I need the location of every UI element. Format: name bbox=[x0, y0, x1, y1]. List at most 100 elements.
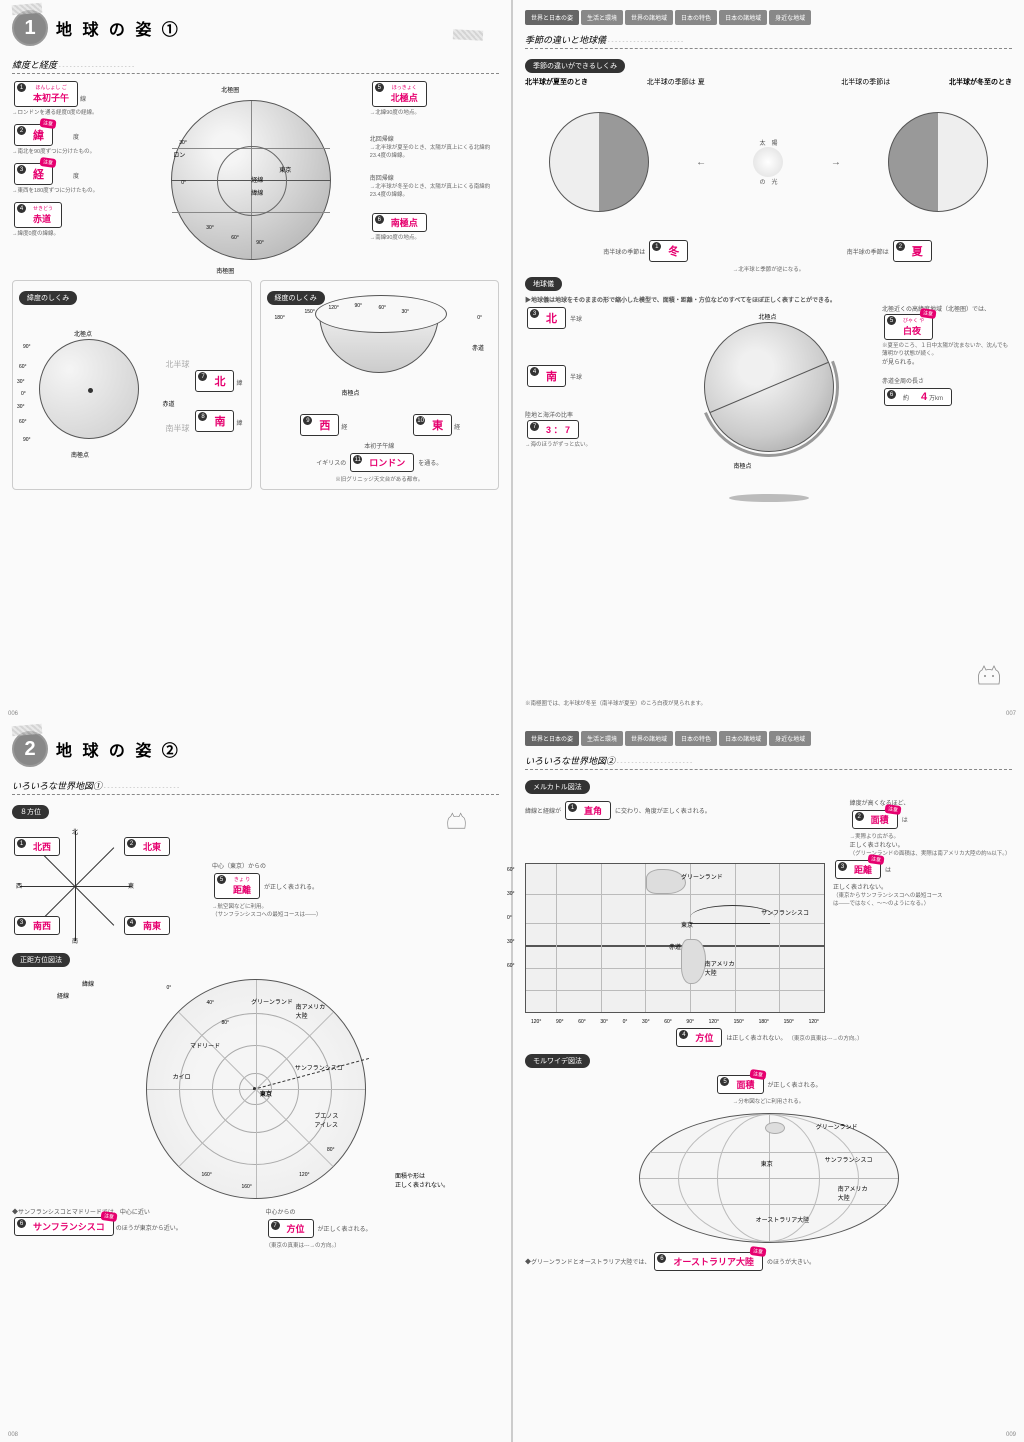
label-meridian: 経線 bbox=[251, 175, 263, 184]
page-number: 006 bbox=[8, 711, 18, 717]
note: →海のほうがずっと広い。 bbox=[525, 440, 655, 448]
label-sun: 太 陽 bbox=[753, 138, 783, 147]
attention-badge: 注意 bbox=[750, 1069, 767, 1080]
label-parallel: 緯線 bbox=[251, 188, 263, 197]
label: 陸地と海洋の比率 bbox=[525, 410, 655, 419]
attention-badge: 注意 bbox=[100, 1211, 117, 1222]
tab[interactable]: 身近な地域 bbox=[769, 731, 811, 746]
cat-icon bbox=[974, 664, 1004, 689]
answer-5: 5ほっきょく北極点 bbox=[372, 81, 427, 107]
label: 正しく表されない。 bbox=[850, 840, 1012, 849]
globe-base bbox=[729, 494, 809, 502]
label: 北半球が冬至のとき bbox=[890, 77, 1012, 87]
answer-3: 3距離注意 bbox=[835, 860, 881, 879]
tab[interactable]: 生活と環境 bbox=[581, 731, 623, 746]
greenland-shape bbox=[765, 1122, 785, 1134]
page-009: 世界と日本の姿 生活と環境 世界の諸地域 日本の特色 日本の諸地域 身近な地域 … bbox=[512, 721, 1024, 1442]
note: →緯度0度の緯線。 bbox=[12, 229, 131, 237]
globe-stand-diagram: 北極点 南極点 bbox=[679, 312, 859, 512]
season-diagram: ← 太 陽 の 光 → bbox=[525, 87, 1012, 237]
page-007: 世界と日本の姿 生活と環境 世界の諸地域 日本の特色 日本の諸地域 身近な地域 … bbox=[512, 0, 1024, 721]
subheading: いろいろな世界地図② bbox=[525, 754, 1012, 770]
tab[interactable]: 世界と日本の姿 bbox=[525, 10, 579, 25]
nav-tabs: 世界と日本の姿 生活と環境 世界の諸地域 日本の特色 日本の諸地域 身近な地域 bbox=[525, 731, 1012, 746]
answer-6: 6サンフランシスコ注意 bbox=[14, 1217, 114, 1236]
tab[interactable]: 世界と日本の姿 bbox=[525, 731, 579, 746]
intro-text: ▶地球儀は地球をそのままの形で縮小した模型で、面積・距離・方位などのすべてをほぼ… bbox=[525, 295, 1012, 304]
answer-6: 6約 4 万km bbox=[884, 388, 952, 406]
label-prime-meridian: 本初子午線 bbox=[267, 441, 493, 450]
answer-3: 3経注意 bbox=[14, 163, 53, 185]
label: が見られる。 bbox=[882, 357, 1012, 366]
arrow-icon: → bbox=[831, 157, 841, 168]
answer-1: 1冬 bbox=[649, 240, 688, 262]
attention-badge: 注意 bbox=[749, 1246, 766, 1257]
block-label: モルワイデ図法 bbox=[525, 1054, 590, 1068]
sub-diagrams: 緯度のしくみ 北極点 南極点 北半球 南半球 赤道 90° 60° 30° 0°… bbox=[12, 280, 499, 490]
cat-mascot bbox=[444, 811, 469, 835]
label-light: の 光 bbox=[753, 177, 783, 186]
note: →北半球が冬至のとき、太陽が真上にくる南緯約23.4度の緯線。 bbox=[370, 182, 499, 198]
block-label: 緯度のしくみ bbox=[19, 291, 77, 305]
hemisphere-diagram bbox=[319, 313, 439, 373]
note: →北半球と季節が逆になる。 bbox=[525, 265, 1012, 273]
label: 赤道全周の長さ bbox=[882, 376, 1012, 385]
label-np-circle: 北極圏 bbox=[221, 85, 239, 94]
page-number: 009 bbox=[1006, 1432, 1016, 1438]
answer-8: 8南 bbox=[195, 410, 234, 432]
note: →東西を180度ずつに分けたもの。 bbox=[12, 186, 131, 194]
tab[interactable]: 世界の諸地域 bbox=[625, 10, 673, 25]
answer-2: 2北東 bbox=[124, 837, 170, 856]
label: 北半球の季節は bbox=[769, 77, 891, 87]
azimuthal-map: 東京 グリーンランド 南アメリカ 大陸 マドリード カイロ サンフランシスコ ブ… bbox=[146, 979, 366, 1199]
tab[interactable]: 日本の諸地域 bbox=[719, 731, 767, 746]
south-america-shape bbox=[681, 939, 706, 984]
tab[interactable]: 生活と環境 bbox=[581, 10, 623, 25]
longitude-mechanism: 経度のしくみ 180° 150° 120° 90° 60° 30° 0° 南極点… bbox=[260, 280, 500, 490]
tab[interactable]: 身近な地域 bbox=[769, 10, 811, 25]
label-sp-circle: 南極圏 bbox=[216, 266, 234, 275]
subheading: いろいろな世界地図① bbox=[12, 779, 499, 795]
tab[interactable]: 日本の諸地域 bbox=[719, 10, 767, 25]
subheading: 季節の違いと地球儀 bbox=[525, 33, 1012, 49]
globe-winter bbox=[888, 112, 988, 212]
label: 緯度が高くなるほど、 bbox=[850, 798, 1012, 807]
page-number: 008 bbox=[8, 1432, 18, 1438]
cat-icon bbox=[444, 811, 469, 833]
answer-5: 5面積注意 bbox=[717, 1075, 763, 1094]
answer-6: 6オーストラリア大陸注意 bbox=[654, 1252, 763, 1271]
main-globe-diagram: 北極圏 経線 緯線 東京 ロン 南極圏 30° 0° 30° 60° 90° bbox=[131, 80, 370, 280]
label: 正しく表されない。 bbox=[833, 882, 945, 891]
globe-summer bbox=[549, 112, 649, 212]
tape-decoration bbox=[453, 29, 483, 41]
note: →南北を90度ずつに分けたもの。 bbox=[12, 147, 131, 155]
note: （サンフランシスコへの最短コースは――） bbox=[212, 910, 499, 918]
answer-4: 4南 bbox=[527, 365, 566, 387]
subheading: 緯度と経度 bbox=[12, 58, 499, 74]
page-number: 007 bbox=[1006, 711, 1016, 717]
label: 北半球が夏至のとき bbox=[525, 77, 647, 87]
mollweide-map: グリーンランド 東京 サンフランシスコ 南アメリカ 大陸 オーストラリア大陸 bbox=[639, 1113, 899, 1243]
answer-5: 5きょ り距離 bbox=[214, 873, 260, 899]
answer-6: 6南極点 bbox=[372, 213, 427, 232]
block-label: 経度のしくみ bbox=[267, 291, 325, 305]
tab[interactable]: 世界の諸地域 bbox=[625, 731, 673, 746]
note: →南緯90度の地点。 bbox=[370, 233, 499, 241]
section-header: 2 地 球 の 姿 ② bbox=[12, 731, 499, 767]
section-number: 1 bbox=[12, 10, 48, 46]
tab[interactable]: 日本の特色 bbox=[675, 10, 717, 25]
block-label: 正距方位図法 bbox=[12, 953, 70, 967]
tab[interactable]: 日本の特色 bbox=[675, 731, 717, 746]
answer-9: 9西 bbox=[300, 414, 339, 436]
answer-11: 11ロンドン bbox=[350, 453, 414, 472]
note: →分布図などに利用される。 bbox=[525, 1097, 1012, 1105]
answer-3: 3南西 bbox=[14, 916, 60, 935]
section-title: 地 球 の 姿 ② bbox=[56, 737, 181, 761]
attention-badge: 注意 bbox=[884, 804, 901, 815]
answer-7: 7方位 bbox=[268, 1219, 314, 1238]
attention-badge: 注意 bbox=[867, 854, 884, 865]
answer-2: 2面積注意 bbox=[852, 810, 898, 829]
cat-mascot bbox=[974, 658, 1004, 691]
question: ◆グリーンランドとオーストラリア大陸では、 bbox=[525, 1257, 650, 1266]
label: 中心（東京）からの bbox=[212, 864, 266, 870]
